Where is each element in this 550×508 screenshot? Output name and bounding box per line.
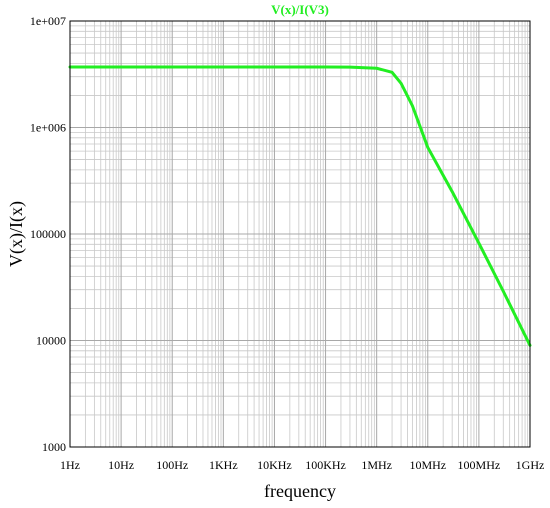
plot-frame <box>69 20 531 448</box>
grid-minor-y <box>70 25 530 416</box>
x-tick-label: 100Hz <box>156 458 188 472</box>
x-tick-label: 100MHz <box>458 458 501 472</box>
y-tick-label: 100000 <box>30 227 66 241</box>
y-tick-label: 1e+007 <box>30 14 66 28</box>
x-tick-label: 1Hz <box>60 458 80 472</box>
x-tick-label: 1KHz <box>209 458 238 472</box>
x-tick-label: 10Hz <box>108 458 134 472</box>
x-tick-label: 10KHz <box>257 458 292 472</box>
x-axis-title: frequency <box>264 481 336 501</box>
series-line <box>68 65 532 347</box>
series-layer <box>68 65 532 347</box>
x-tick-label: 10MHz <box>409 458 446 472</box>
y-axis-title: V(x)/I(x) <box>6 201 27 267</box>
y-tick-label: 1e+006 <box>30 121 66 135</box>
x-tick-label: 1GHz <box>516 458 545 472</box>
legend-title: V(x)/I(V3) <box>271 2 329 17</box>
x-tick-label: 100KHz <box>305 458 346 472</box>
y-tick-labels: 1000 10000 100000 1e+006 1e+007 <box>30 14 66 454</box>
grid-major <box>69 20 531 448</box>
y-tick-label: 10000 <box>36 334 66 348</box>
x-tick-labels: 1Hz 10Hz 100Hz 1KHz 10KHz 100KHz 1MHz 10MHz 100M… <box>60 458 544 472</box>
y-tick-label: 1000 <box>42 440 66 454</box>
x-tick-label: 1MHz <box>361 458 392 472</box>
